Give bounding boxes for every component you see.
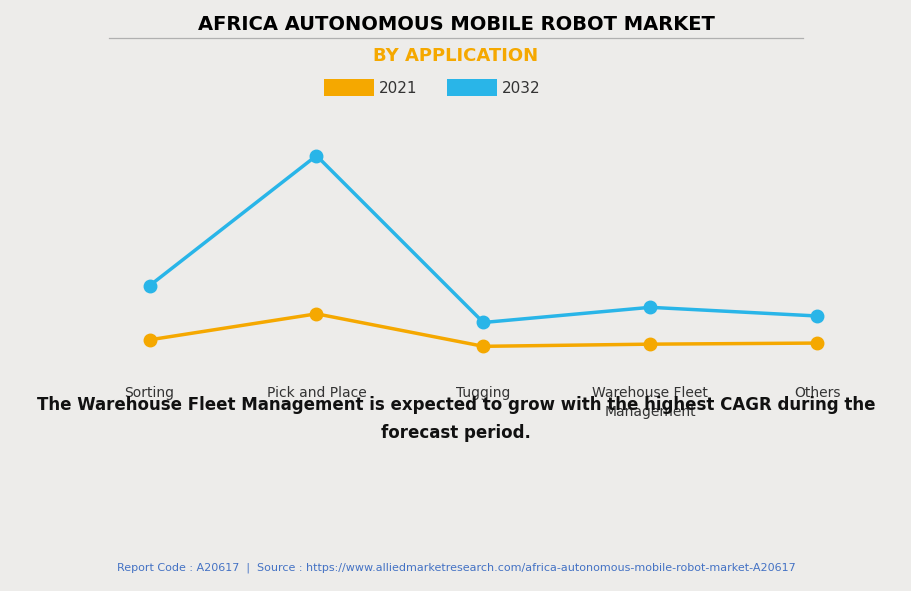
Text: 2032: 2032 (501, 81, 539, 96)
Text: The Warehouse Fleet Management is expected to grow with the highest CAGR during : The Warehouse Fleet Management is expect… (36, 396, 875, 441)
Text: 2021: 2021 (378, 81, 416, 96)
2021 (644, 340, 655, 348)
Line: 2032: 2032 (143, 150, 823, 329)
2021 (811, 339, 822, 346)
2032 (644, 304, 655, 311)
2032 (144, 282, 155, 289)
Text: Report Code : A20617  |  Source : https://www.alliedmarketresearch.com/africa-au: Report Code : A20617 | Source : https://… (117, 563, 794, 573)
Text: BY APPLICATION: BY APPLICATION (373, 47, 538, 65)
2032 (811, 313, 822, 320)
2021 (144, 336, 155, 343)
2021 (311, 310, 322, 317)
2032 (311, 152, 322, 159)
2032 (477, 319, 488, 326)
2021 (477, 343, 488, 350)
Text: AFRICA AUTONOMOUS MOBILE ROBOT MARKET: AFRICA AUTONOMOUS MOBILE ROBOT MARKET (198, 15, 713, 34)
Line: 2021: 2021 (143, 307, 823, 353)
